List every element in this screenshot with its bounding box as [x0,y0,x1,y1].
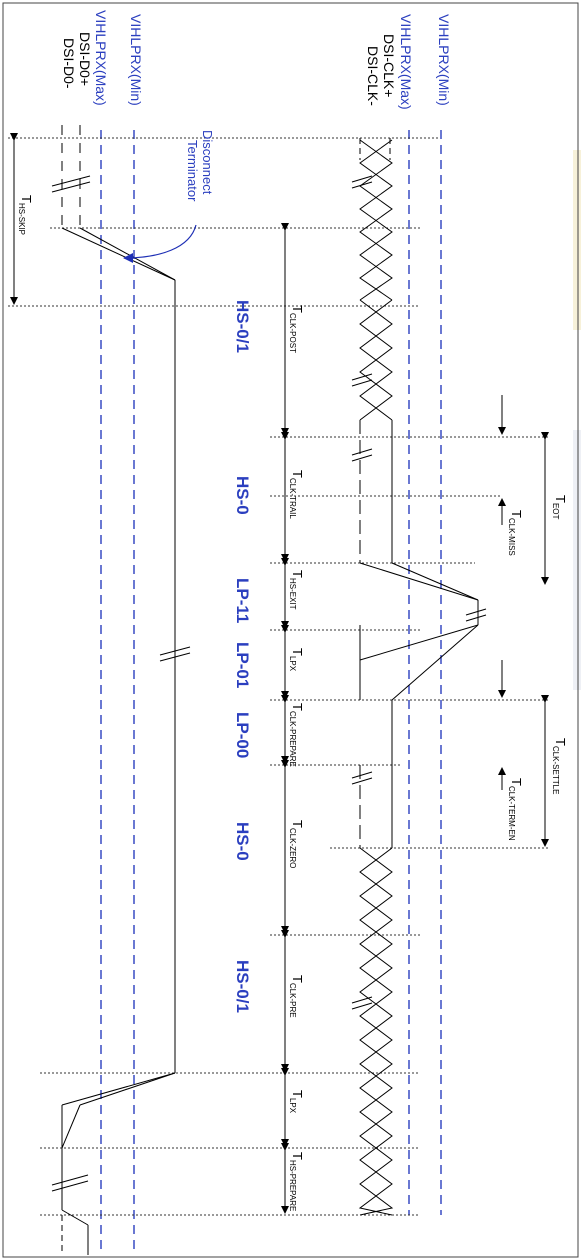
clock-toggle-segment-2 [359,299,393,421]
decorative-strip-top [573,150,581,330]
t-clk-pre-label: TCLK-PRE [288,975,305,1018]
t-clk-settle-label: TCLK-SETTLE [551,738,568,795]
t-hs-prepare-label: THS-PREPARE [288,1152,305,1212]
t-clk-term-en-label: TCLK-TERM-EN [507,778,524,841]
t-clk-miss-label: TCLK-MISS [507,510,524,556]
annotation-line-2: Terminator [185,140,200,202]
clk-neg-label: DSI-CLK- [365,46,381,106]
data-neg-label: DSI-D0- [61,38,77,89]
t-eot-label: TEOT [551,495,568,520]
t-hs-exit-label: THS-EXIT [288,570,305,610]
disconnect-terminator-arrow [123,224,197,263]
clk-vih-min-label: VIHLPRX(Min) [436,14,452,106]
clock-toggle-segment-1 [359,139,393,301]
state-hs-0-1-first: HS-0/1 [233,300,252,353]
state-lp-11: LP-11 [233,578,252,624]
annotation-line-1: Disconnect [200,130,215,195]
data-waveform [51,125,191,1255]
time-markers [8,137,550,1216]
state-hs-0-second: HS-0 [233,822,252,861]
decorative-strip-bottom [573,430,581,690]
t-clk-post-label: TCLK-POST [288,305,305,353]
clock-toggle-segment-3 [358,847,394,1216]
clock-waveform [351,138,487,1216]
reference-lines [100,130,442,1255]
t-clk-zero-label: TCLK-ZERO [288,820,305,869]
t-hs-skip-label: THS-SKIP [17,195,34,235]
state-lp-01: LP-01 [233,642,252,689]
timing-arrows [10,133,549,1214]
t-lpx-label-2: TLPX [288,1090,305,1114]
state-hs-0-first: HS-0 [233,476,252,515]
clk-pos-label: DSI-CLK+ [381,34,397,98]
t-clk-trail-label: TCLK-TRAIL [288,470,305,519]
data-vih-min-label: VIHLPRX(Min) [128,14,144,106]
t-clk-prepare-label: TCLK-PREPARE [288,703,305,767]
clk-vih-max-label: VIHLPRX(Max) [398,14,414,110]
state-lp-00: LP-00 [233,712,252,759]
data-vih-max-label: VIHLPRX(Max) [93,10,109,106]
data-pos-label: DSI-D0+ [77,32,93,87]
t-lpx-label-1: TLPX [288,648,305,672]
state-hs-0-1-second: HS-0/1 [233,960,252,1013]
